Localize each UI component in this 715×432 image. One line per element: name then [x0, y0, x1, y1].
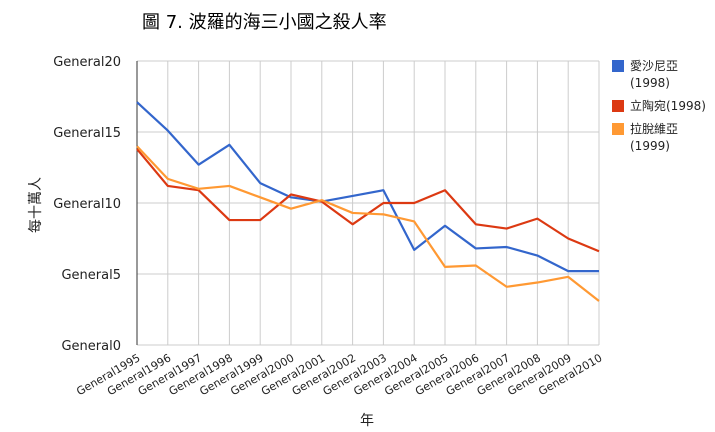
y-tick-label: General10 [53, 197, 121, 212]
legend-label: 立陶宛(1998) [630, 98, 706, 113]
y-axis-title: 每十萬人 [28, 177, 44, 233]
x-axis-title: 年 [360, 413, 374, 429]
y-tick-label: General0 [61, 339, 121, 354]
legend-label: 拉脫維亞 [630, 121, 678, 136]
legend-label: (1998) [630, 76, 670, 90]
legend-swatch-1 [612, 100, 624, 112]
legend-swatch-2 [612, 123, 624, 135]
y-tick-label: General5 [61, 268, 121, 283]
legend-label: (1999) [630, 139, 670, 153]
chart-title: 圖 7. 波羅的海三小國之殺人率 [142, 12, 387, 33]
y-tick-label: General20 [53, 55, 121, 70]
series-line-1 [136, 148, 600, 253]
legend-label: 愛沙尼亞 [630, 59, 678, 73]
series-line-2 [136, 145, 600, 302]
legend-swatch-0 [612, 60, 624, 72]
y-tick-label: General15 [53, 126, 121, 141]
series-line-0 [136, 101, 599, 273]
